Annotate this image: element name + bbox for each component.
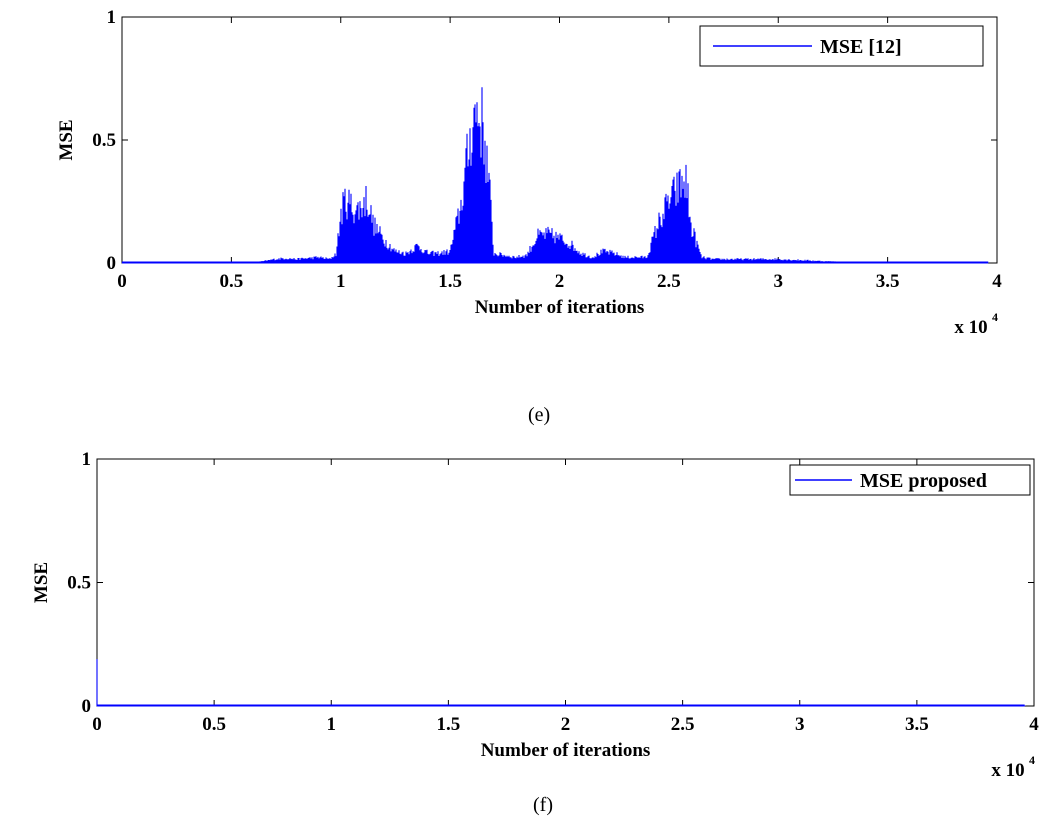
x-tick-label-f: 0.5: [202, 714, 226, 735]
x-tick-label-e: 2.5: [657, 271, 681, 292]
x-axis-label-e: Number of iterations: [475, 297, 645, 318]
x-tick-label-f: 3.5: [905, 714, 929, 735]
y-tick-label-f: 0.5: [67, 573, 91, 594]
plot-area-f: [96, 458, 1035, 707]
y-tick-label-f: 0: [82, 696, 92, 717]
x-multiplier-exponent-e: 4: [992, 310, 998, 324]
x-tick-label-f: 3: [795, 714, 805, 735]
x-tick-label-e: 1.5: [438, 271, 462, 292]
x-tick-label-e: 3: [774, 271, 784, 292]
series-line-f: [96, 659, 1026, 706]
x-tick-label-f: 4: [1029, 714, 1039, 735]
x-multiplier-e: x 10: [954, 317, 987, 338]
x-tick-label-f: 1: [327, 714, 337, 735]
panel-caption-f: (f): [533, 794, 553, 816]
panel-caption-e: (e): [528, 404, 551, 426]
y-tick-label-f: 1: [82, 449, 92, 470]
x-tick-label-f: 2: [561, 714, 571, 735]
x-tick-label-e: 3.5: [876, 271, 900, 292]
x-tick-label-f: 0: [92, 714, 102, 735]
y-tick-label-e: 1: [107, 7, 117, 28]
y-axis-label-e: MSE: [56, 119, 77, 160]
y-axis-label-f: MSE: [31, 562, 52, 603]
x-tick-label-e: 0: [117, 271, 127, 292]
x-multiplier-exponent-f: 4: [1029, 753, 1035, 767]
x-tick-label-f: 2.5: [671, 714, 695, 735]
series-line-e: [121, 87, 989, 263]
x-tick-label-f: 1.5: [437, 714, 461, 735]
legend-label-f: MSE proposed: [860, 470, 987, 492]
x-tick-label-e: 0.5: [220, 271, 244, 292]
x-tick-label-e: 4: [992, 271, 1002, 292]
x-tick-label-e: 1: [336, 271, 346, 292]
y-tick-label-e: 0.5: [92, 130, 116, 151]
x-tick-label-e: 2: [555, 271, 565, 292]
x-multiplier-f: x 10: [991, 760, 1024, 781]
legend-label-e: MSE [12]: [820, 36, 902, 58]
x-axis-label-f: Number of iterations: [481, 740, 651, 761]
y-tick-label-e: 0: [107, 253, 117, 274]
